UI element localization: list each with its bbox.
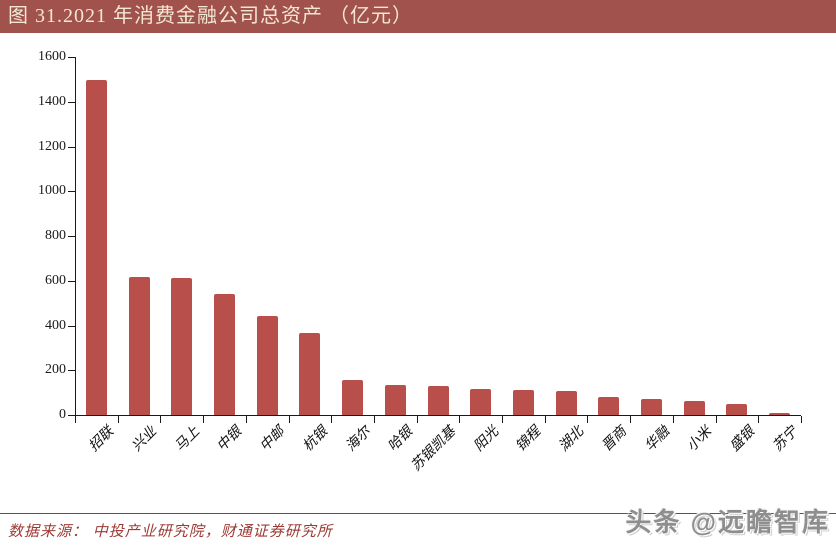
- x-axis-tick: [459, 416, 461, 423]
- x-axis-label: 马上: [172, 424, 203, 455]
- x-axis-tick: [502, 416, 504, 423]
- y-axis-tick-label: 600: [45, 272, 66, 288]
- x-axis-label: 海尔: [343, 424, 374, 455]
- y-axis-tick-label: 1600: [38, 49, 66, 64]
- y-axis-line: [75, 57, 76, 415]
- bar-苏宁: [769, 412, 791, 415]
- bar-海尔: [342, 380, 364, 415]
- bar-晋商: [598, 397, 620, 415]
- x-axis-label: 中邮: [257, 424, 289, 455]
- x-axis-tick: [117, 416, 119, 423]
- y-axis-tick: [68, 191, 75, 193]
- bar-招联: [85, 80, 107, 415]
- bar-中邮: [256, 315, 278, 415]
- x-axis-label: 中银: [214, 424, 246, 455]
- watermark-logo: 头条 @远瞻智库: [625, 507, 830, 537]
- x-axis-tick: [416, 416, 418, 423]
- x-axis-tick: [758, 416, 760, 423]
- x-axis-tick: [672, 416, 674, 423]
- y-axis-tick: [68, 101, 75, 103]
- y-axis-tick: [68, 280, 75, 282]
- bar-盛银: [726, 403, 748, 415]
- figure-title-bar: 图 31.2021 年消费金融公司总资产 （亿元）: [0, 0, 836, 33]
- x-axis-label: 苏宁: [770, 424, 801, 455]
- y-axis-tick: [68, 146, 75, 148]
- y-axis-tick: [68, 370, 75, 372]
- bar-小米: [683, 400, 705, 415]
- bar-苏银凯基: [427, 385, 449, 415]
- x-axis-tick: [801, 416, 802, 423]
- x-axis-label: 盛银: [727, 424, 758, 455]
- bar-杭银: [299, 333, 321, 415]
- x-axis-tick: [245, 416, 247, 423]
- bar-兴业: [128, 276, 150, 415]
- x-axis-tick: [288, 416, 290, 423]
- x-axis-label: 湖北: [556, 424, 588, 455]
- x-axis-tick: [373, 416, 375, 423]
- x-axis-label: 华融: [642, 424, 673, 455]
- x-axis-label: 晋商: [599, 424, 630, 455]
- x-axis-tick: [331, 416, 333, 423]
- y-axis-tick-label: 0: [59, 407, 66, 422]
- y-axis-tick-label: 1400: [38, 93, 66, 109]
- x-axis-label: 兴业: [129, 424, 160, 455]
- y-axis-tick-label: 400: [45, 317, 66, 333]
- y-axis-tick-label: 200: [45, 362, 66, 378]
- bar-中银: [213, 293, 235, 415]
- y-axis-tick: [68, 57, 75, 58]
- bar-chart: 0 200 400 600 800 1000 1200 1400 1600 招联 兴业 马上 中银 中邮…: [0, 33, 836, 513]
- x-axis-tick: [75, 416, 76, 423]
- x-axis-label: 阳光: [471, 424, 502, 455]
- bar-阳光: [470, 388, 492, 415]
- x-axis-label: 锦程: [513, 424, 545, 455]
- bar-华融: [641, 398, 663, 415]
- y-axis-tick: [68, 415, 75, 416]
- y-axis-tick-label: 800: [45, 228, 66, 243]
- x-axis-label: 哈银: [385, 424, 417, 455]
- footer: 数据来源： 中投产业研究院，财通证券研究所 头条 @远瞻智库: [0, 507, 836, 546]
- x-axis-label: 小米: [684, 424, 716, 455]
- x-axis-tick: [203, 416, 205, 423]
- x-axis-line: [75, 415, 801, 416]
- x-axis-label: 苏银凯基: [408, 424, 459, 475]
- bar-马上: [171, 278, 193, 415]
- x-axis-tick: [715, 416, 717, 423]
- y-axis-tick: [68, 236, 75, 237]
- bar-湖北: [555, 390, 577, 415]
- bar-哈银: [384, 384, 406, 415]
- data-source-note: 数据来源： 中投产业研究院，财通证券研究所: [8, 524, 333, 540]
- y-axis-tick: [68, 325, 75, 327]
- x-axis-tick: [544, 416, 546, 423]
- x-axis-tick: [630, 416, 632, 423]
- y-axis-tick-label: 1000: [38, 183, 66, 199]
- y-axis-tick-label: 1200: [38, 138, 66, 154]
- bar-锦程: [512, 389, 534, 415]
- x-axis-tick: [587, 416, 589, 423]
- figure-title: 图 31.2021 年消费金融公司总资产 （亿元）: [8, 5, 413, 27]
- x-axis-label: 招联: [86, 424, 118, 455]
- x-axis-label: 杭银: [300, 424, 331, 455]
- x-axis-tick: [160, 416, 162, 423]
